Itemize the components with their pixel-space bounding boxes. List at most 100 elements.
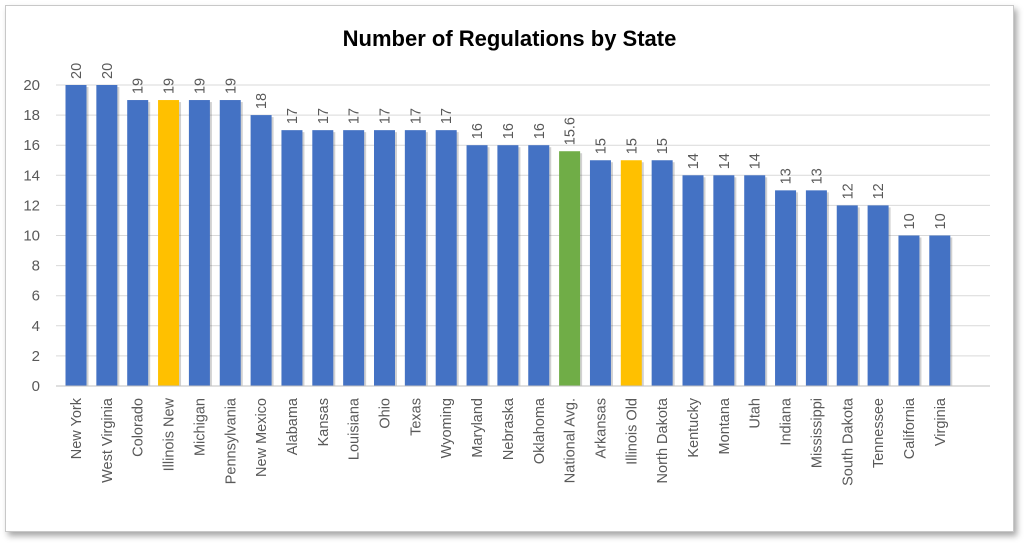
category-label: Montana (717, 397, 733, 454)
category-label: Maryland (470, 398, 486, 458)
category-label: Illinois Old (624, 398, 640, 465)
bar (219, 100, 241, 387)
category-label: Arkansas (593, 398, 609, 458)
bar (805, 190, 827, 386)
bar (65, 85, 87, 386)
data-label: 15 (624, 138, 640, 154)
data-label: 15 (655, 138, 671, 154)
bar (836, 205, 858, 386)
bar (96, 85, 118, 386)
data-label: 14 (717, 153, 733, 169)
data-label: 15.6 (563, 117, 579, 145)
data-label: 17 (285, 108, 301, 124)
category-label: California (902, 397, 918, 459)
category-label: Mississippi (809, 398, 825, 468)
y-tick-label: 18 (23, 107, 40, 124)
category-label: Ohio (378, 398, 394, 429)
category-label: Pennsylvania (223, 397, 239, 484)
category-label: Colorado (131, 398, 147, 457)
data-label: 14 (748, 153, 764, 169)
category-label: North Dakota (655, 397, 671, 483)
data-labels: 20 20 19 19 19 19 18 17 17 17 17 17 17 16 16 16 15.6 15 15… (69, 63, 949, 230)
y-tick-label: 20 (23, 77, 40, 94)
data-label: 19 (223, 78, 239, 94)
bar (775, 190, 797, 386)
bar (497, 145, 519, 386)
data-label: 17 (316, 108, 332, 124)
category-label: Kansas (316, 398, 332, 446)
y-tick-label: 8 (32, 258, 40, 275)
bar (929, 235, 951, 386)
bar (127, 100, 149, 387)
data-label: 10 (902, 213, 918, 229)
data-label: 17 (439, 108, 455, 124)
category-label: New York (69, 397, 85, 459)
y-tick-label: 0 (32, 378, 40, 395)
data-label: 18 (254, 93, 270, 109)
gridlines (56, 84, 990, 357)
data-label: 13 (779, 168, 795, 184)
data-label: 10 (933, 213, 949, 229)
bar (312, 130, 334, 386)
category-label: Wyoming (439, 398, 455, 458)
bar (281, 130, 303, 386)
y-tick-label: 14 (23, 167, 40, 184)
data-label: 19 (131, 78, 147, 94)
data-label: 20 (100, 63, 116, 79)
bar (651, 160, 673, 386)
y-tick-label: 2 (32, 348, 40, 365)
category-label: South Dakota (840, 397, 856, 486)
category-label: Indiana (779, 397, 795, 446)
y-tick-label: 4 (32, 318, 40, 335)
data-label: 19 (192, 78, 208, 94)
bar (466, 145, 488, 386)
data-label: 12 (840, 183, 856, 199)
category-label: Nebraska (501, 397, 517, 460)
data-label: 19 (162, 78, 178, 94)
bar (188, 100, 210, 387)
bar (528, 145, 550, 386)
y-tick-label: 6 (32, 288, 40, 305)
data-label: 17 (378, 108, 394, 124)
category-label: Kentucky (686, 397, 702, 457)
data-label: 16 (501, 123, 517, 139)
data-label: 12 (871, 183, 887, 199)
category-label: Texas (408, 398, 424, 436)
bar (620, 160, 642, 386)
y-tick-label: 10 (23, 228, 40, 245)
y-axis-ticks: 0 2 4 6 8 10 12 14 16 18 20 (23, 77, 40, 395)
category-labels: New York West Virginia Colorado Illinois Ne… (69, 397, 949, 486)
bar (435, 130, 457, 386)
bars (65, 85, 953, 387)
data-label: 14 (686, 153, 702, 169)
data-label: 16 (532, 123, 548, 139)
data-label: 13 (809, 168, 825, 184)
category-label: Oklahoma (532, 397, 548, 464)
bar (867, 205, 889, 386)
category-label: Illinois New (162, 397, 178, 471)
data-label: 17 (408, 108, 424, 124)
bar (744, 175, 766, 386)
bar (589, 160, 611, 386)
data-label: 20 (69, 63, 85, 79)
category-label: New Mexico (254, 398, 270, 477)
bar (374, 130, 395, 386)
y-tick-label: 16 (23, 137, 40, 154)
chart-title: Number of Regulations by State (342, 26, 677, 51)
category-label: Utah (748, 398, 764, 429)
category-label: Michigan (192, 398, 208, 456)
category-label: Alabama (285, 397, 301, 455)
bar (713, 175, 735, 386)
category-label: Tennessee (871, 398, 887, 468)
category-label: West Virginia (100, 397, 116, 483)
category-label: Louisiana (347, 397, 363, 460)
bar (559, 151, 581, 386)
bar (404, 130, 426, 386)
bar (682, 175, 704, 386)
bar (250, 115, 272, 386)
category-label: National Avg. (563, 398, 579, 483)
data-label: 16 (470, 123, 486, 139)
data-label: 15 (593, 138, 609, 154)
category-label: Virginia (933, 397, 949, 446)
